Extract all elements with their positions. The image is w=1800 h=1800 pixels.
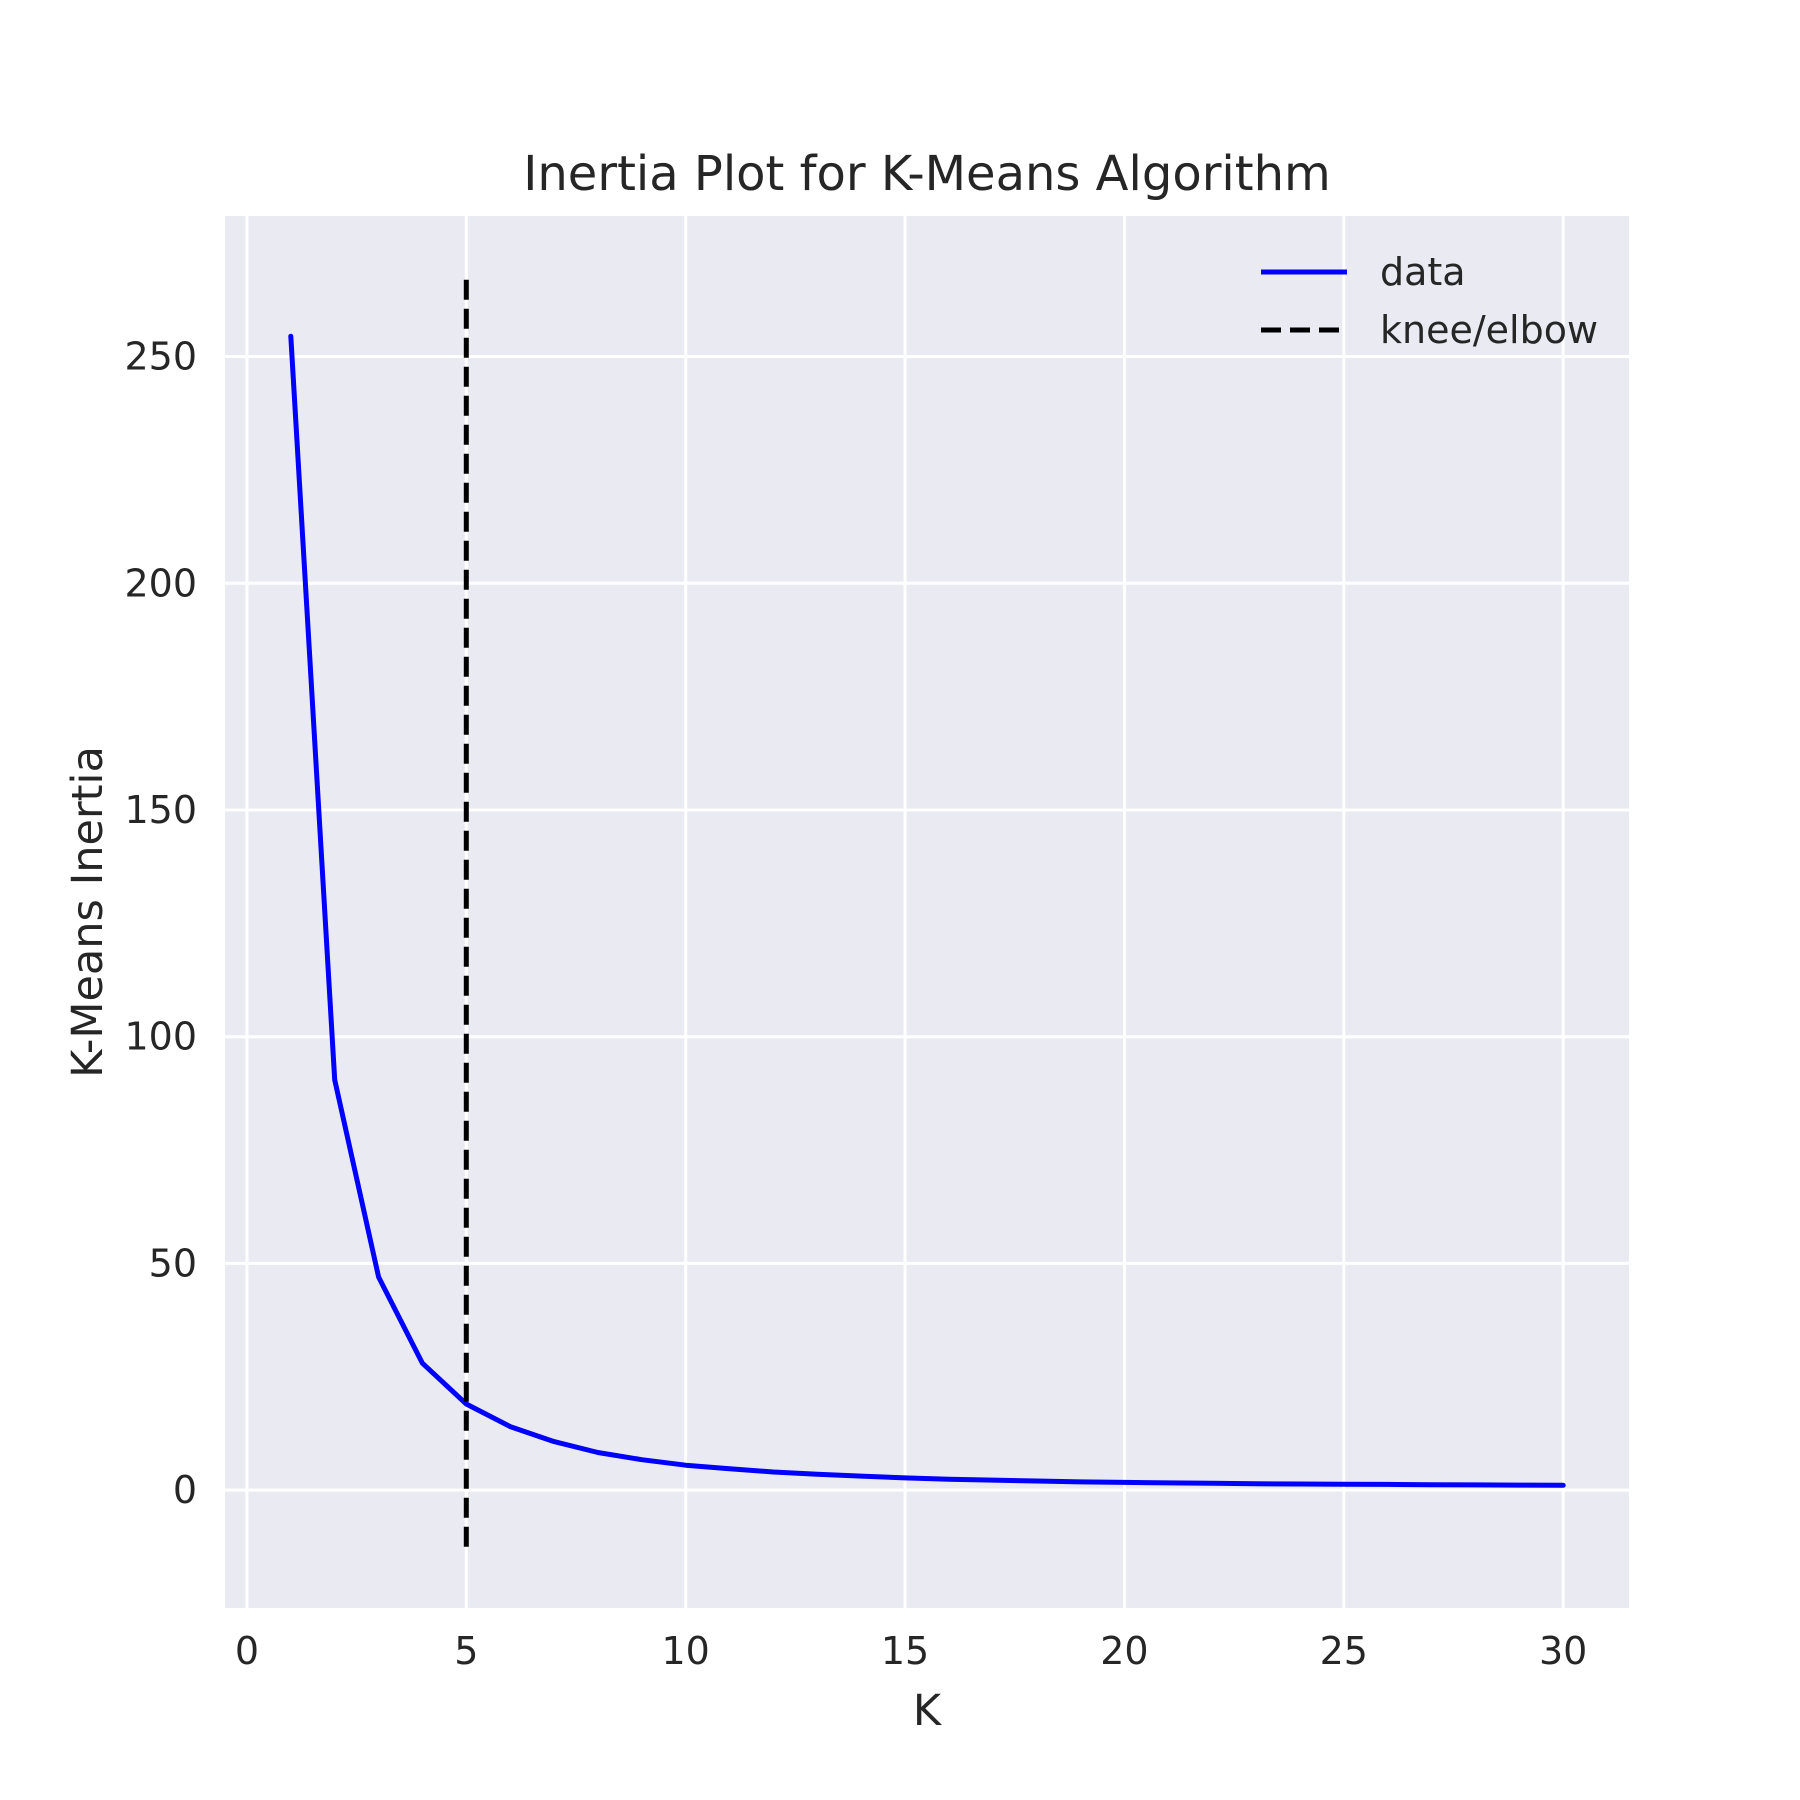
y-tick-label: 50 [149,1241,197,1285]
grid [225,216,1629,1608]
plot-area [225,216,1629,1608]
y-tick-label: 0 [173,1468,197,1512]
y-axis-label: K-Means Inertia [63,746,113,1078]
y-tick-label: 100 [124,1015,197,1059]
x-tick-label: 0 [235,1629,259,1673]
series-layer [288,279,1566,1547]
y-tick-label: 250 [124,335,197,379]
x-tick-label: 10 [662,1629,710,1673]
tick-labels: 0 5 10 15 20 25 30 0 50 100 150 200 250 [124,335,1587,1673]
x-tick-label: 15 [881,1629,929,1673]
x-tick-label: 20 [1100,1629,1148,1673]
x-tick-label: 25 [1320,1629,1368,1673]
y-tick-label: 200 [124,561,197,605]
chart-title: Inertia Plot for K-Means Algorithm [523,146,1331,202]
x-tick-label: 5 [454,1629,478,1673]
legend-label: data [1380,250,1466,294]
series-line-data [288,333,1566,1488]
x-tick-label: 30 [1539,1629,1587,1673]
legend: data knee/elbow [1261,250,1598,352]
x-axis-label: K [913,1686,943,1736]
y-tick-label: 150 [124,788,197,832]
legend-label: knee/elbow [1380,308,1598,352]
